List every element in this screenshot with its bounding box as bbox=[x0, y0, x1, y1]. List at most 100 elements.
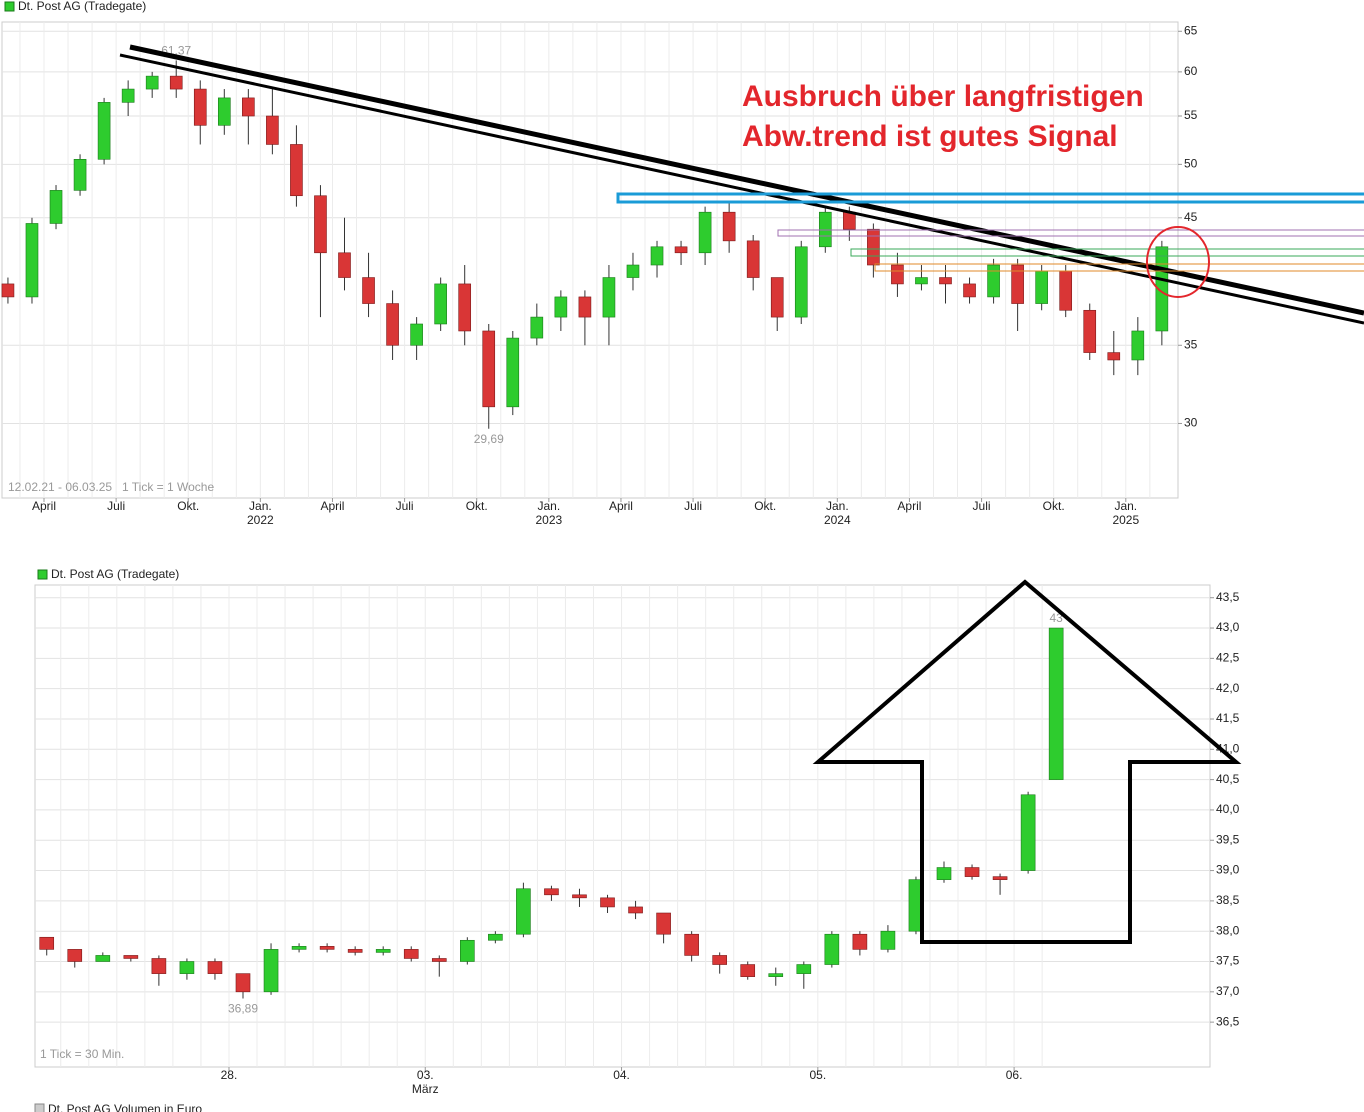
y-tick-label: 38,5 bbox=[1216, 893, 1240, 907]
trend-line bbox=[129, 44, 1364, 316]
candle-body bbox=[626, 264, 640, 278]
candle-body bbox=[572, 894, 587, 899]
candle-body bbox=[67, 949, 83, 962]
x-tick-label: April bbox=[897, 499, 921, 513]
candle-body bbox=[650, 246, 664, 266]
annotation-text: Ausbruch über langfristigen bbox=[742, 80, 1144, 113]
trend-line bbox=[119, 53, 1364, 325]
candle-body bbox=[992, 876, 1008, 880]
candle-body bbox=[852, 933, 868, 950]
y-tick-label: 39,0 bbox=[1216, 863, 1240, 877]
y-tick-label: 42,0 bbox=[1216, 681, 1240, 695]
candle-body bbox=[740, 964, 756, 977]
x-tick-label: 04. bbox=[613, 1068, 630, 1082]
resistance-zone bbox=[616, 192, 1364, 204]
candle-body bbox=[674, 246, 688, 254]
x-tick-label: April bbox=[32, 499, 56, 513]
candle-body bbox=[458, 283, 472, 332]
candle-body bbox=[1020, 794, 1036, 871]
candle-body bbox=[891, 264, 904, 285]
candle-body bbox=[746, 240, 760, 278]
candle-body bbox=[386, 303, 399, 346]
x-tick-label: Juli bbox=[396, 499, 414, 513]
candle-body bbox=[169, 75, 183, 90]
y-tick-label: 37,5 bbox=[1216, 954, 1240, 968]
x-year-label: 2023 bbox=[535, 513, 562, 527]
candle-body bbox=[963, 283, 976, 298]
x-tick-label: Okt. bbox=[177, 499, 199, 513]
candle-body bbox=[291, 946, 307, 950]
annotation-text: Abw.trend ist gutes Signal bbox=[742, 120, 1118, 153]
extreme-label: 29,69 bbox=[474, 432, 504, 446]
legend-label: Dt. Post AG (Tradegate) bbox=[51, 567, 179, 581]
candle-body bbox=[1, 283, 15, 298]
y-tick-label: 43,5 bbox=[1216, 590, 1240, 604]
candle-body bbox=[362, 277, 375, 304]
x-tick-label: Jan. bbox=[249, 499, 272, 513]
candle-body bbox=[554, 296, 568, 318]
candle-body bbox=[843, 211, 856, 230]
y-tick-label: 39,5 bbox=[1216, 832, 1240, 846]
candle-body bbox=[121, 88, 135, 103]
candle-body bbox=[794, 246, 808, 318]
candle-body bbox=[530, 316, 544, 339]
legend-swatch bbox=[37, 569, 48, 580]
candle-body bbox=[602, 277, 616, 318]
y-tick-label: 42,5 bbox=[1216, 651, 1240, 665]
candle-body bbox=[506, 337, 520, 408]
candle-body bbox=[434, 283, 447, 325]
x-tick-label: 05. bbox=[809, 1068, 826, 1082]
candle-body bbox=[770, 277, 784, 318]
legend-swatch bbox=[34, 1103, 45, 1112]
x-tick-label: Juli bbox=[973, 499, 991, 513]
candle-body bbox=[25, 223, 39, 298]
candle-body bbox=[1083, 309, 1097, 353]
y-tick-label: 37,0 bbox=[1216, 984, 1240, 998]
bottom-plot-frame bbox=[34, 584, 1211, 1068]
candle-body bbox=[1048, 627, 1064, 780]
candle-body bbox=[544, 888, 559, 896]
candle-body bbox=[818, 211, 832, 248]
x-tick-label: 03. bbox=[417, 1068, 434, 1082]
candle-body bbox=[1035, 270, 1048, 304]
candle-body bbox=[684, 933, 699, 956]
candle-body bbox=[600, 897, 615, 908]
y-tick-label: 40,5 bbox=[1216, 772, 1240, 786]
x-tick-label: Jan. bbox=[1114, 499, 1137, 513]
candle-body bbox=[151, 958, 167, 974]
candle-body bbox=[936, 867, 952, 880]
candle-body bbox=[73, 159, 87, 191]
candle-body bbox=[987, 264, 1000, 298]
zone bbox=[777, 229, 1364, 237]
candle-body bbox=[867, 228, 880, 266]
marks: Dt. Post AG (Tradegate) 30 35 45 50 55 60 65 Apr… bbox=[1, 0, 1240, 1096]
zone bbox=[874, 263, 1364, 272]
candle-body bbox=[1107, 352, 1121, 361]
interval-label: 1 Tick = 1 Woche bbox=[122, 480, 214, 494]
candle-body bbox=[880, 930, 896, 950]
candle-body bbox=[319, 946, 335, 950]
interval-label: 1 Tick = 30 Min. bbox=[40, 1047, 124, 1061]
candle-body bbox=[49, 190, 63, 224]
x-tick-label: April bbox=[320, 499, 344, 513]
candle-body bbox=[628, 906, 643, 914]
y-tick-label: 40,0 bbox=[1216, 802, 1240, 816]
candle-body bbox=[698, 211, 712, 254]
candle-body bbox=[488, 933, 503, 941]
extreme-label: 36,89 bbox=[228, 1002, 258, 1016]
candle-body bbox=[796, 964, 812, 974]
x-tick-label: Juli bbox=[684, 499, 702, 513]
up-arrow bbox=[812, 579, 1242, 944]
candle-body bbox=[410, 323, 423, 346]
y-tick-label: 38,0 bbox=[1216, 923, 1240, 937]
period-label: 12.02.21 - 06.03.25 bbox=[8, 480, 112, 494]
x-tick-label: Jan. bbox=[537, 499, 560, 513]
candle-body bbox=[314, 195, 327, 254]
x-tick-label: Okt. bbox=[1043, 499, 1065, 513]
candle-body bbox=[915, 277, 928, 285]
extreme-label: 43 bbox=[1049, 611, 1063, 625]
x-tick-label: Jan. bbox=[826, 499, 849, 513]
highlight-circle bbox=[1146, 226, 1210, 298]
candle-body bbox=[97, 102, 111, 160]
